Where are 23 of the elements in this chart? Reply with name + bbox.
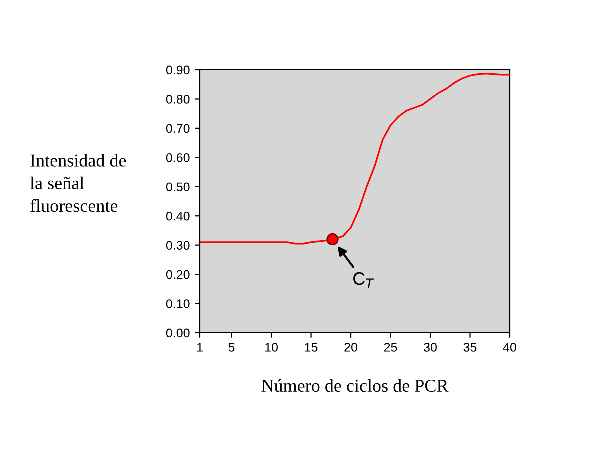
x-tick-label: 10 bbox=[266, 343, 278, 352]
y-tick-label: 0.00 bbox=[166, 328, 190, 338]
y-tick-label: 0.90 bbox=[166, 66, 190, 75]
y-tick-label: 0.80 bbox=[166, 95, 190, 104]
y-tick-label: 0.30 bbox=[166, 241, 190, 250]
y-tick-label: 0.10 bbox=[166, 300, 190, 308]
y-tick-label: 0.40 bbox=[166, 212, 190, 221]
x-tick-label: 5 bbox=[228, 343, 235, 352]
y-tick-label: 0.60 bbox=[166, 153, 190, 162]
line-series bbox=[200, 72, 510, 245]
x-tick-label: 1 bbox=[197, 343, 203, 352]
x-tick-label: 25 bbox=[384, 343, 398, 352]
y-axis-title: Intensidad de la señal fluorescente bbox=[30, 154, 126, 212]
x-tick-label: 30 bbox=[424, 343, 437, 352]
annotation: C$_{T}$ bbox=[354, 272, 374, 288]
x-axis-title: Número de ciclos de PCR bbox=[262, 379, 449, 392]
y-tick-label: 0.50 bbox=[166, 182, 190, 192]
x-tick-label: 20 bbox=[344, 343, 358, 352]
x-tick-label: 15 bbox=[305, 343, 318, 352]
x-tick-label: 35 bbox=[464, 343, 477, 352]
y-tick-label: 0.20 bbox=[166, 270, 190, 280]
y-tick-label: 0.70 bbox=[166, 124, 190, 134]
x-tick-label: 40 bbox=[503, 343, 516, 352]
